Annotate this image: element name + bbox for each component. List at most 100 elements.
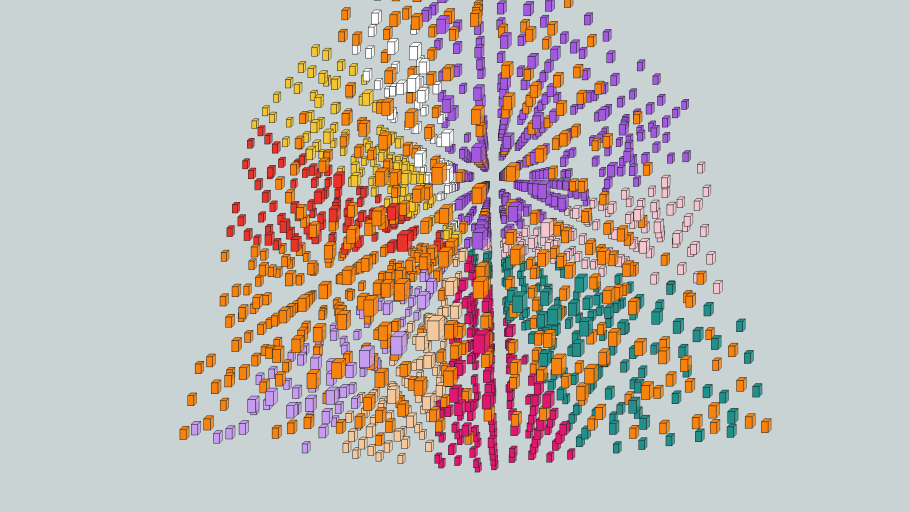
block <box>681 98 690 111</box>
block <box>639 414 651 431</box>
block <box>219 293 230 307</box>
block-front <box>481 301 489 313</box>
block <box>628 88 638 100</box>
block-front <box>247 140 253 149</box>
block <box>284 76 294 89</box>
block <box>350 161 360 175</box>
block-front <box>665 435 673 447</box>
block <box>294 135 305 150</box>
block <box>660 174 671 189</box>
block-front <box>509 377 517 390</box>
block-front <box>539 72 546 83</box>
block <box>682 149 692 163</box>
block-front <box>573 190 580 200</box>
block <box>264 132 273 145</box>
block <box>569 372 580 386</box>
block-front <box>650 274 657 285</box>
block <box>591 155 600 167</box>
block-front <box>226 227 233 237</box>
block <box>602 28 612 42</box>
block-front <box>328 234 335 244</box>
block <box>435 229 443 240</box>
block <box>358 436 368 450</box>
block <box>752 382 763 398</box>
block <box>271 424 282 440</box>
block-front <box>503 243 510 253</box>
block <box>345 410 355 423</box>
block-front <box>384 88 390 98</box>
block-front <box>661 117 668 128</box>
block <box>423 123 436 140</box>
block-front <box>345 85 353 98</box>
block-front <box>243 286 250 296</box>
block <box>277 156 287 169</box>
block-front <box>650 202 657 213</box>
block <box>549 45 561 61</box>
block-front <box>335 422 344 434</box>
block <box>382 300 394 316</box>
block-front <box>470 376 477 385</box>
block <box>696 161 706 174</box>
block <box>672 230 683 245</box>
block-front <box>383 442 390 453</box>
block <box>487 434 498 449</box>
block <box>237 214 247 227</box>
block <box>272 91 282 103</box>
block <box>474 44 485 59</box>
block <box>231 336 243 353</box>
block-front <box>408 297 414 307</box>
block-front <box>290 180 296 189</box>
block <box>628 424 640 440</box>
block-front <box>225 316 233 328</box>
block-front <box>432 367 438 376</box>
block <box>607 251 619 267</box>
block-front <box>397 455 404 464</box>
block <box>507 339 519 355</box>
block <box>665 371 677 387</box>
block <box>307 65 317 79</box>
block <box>374 77 384 91</box>
block <box>370 9 382 25</box>
block-front <box>526 259 533 270</box>
block-front <box>466 355 473 365</box>
block-front <box>690 244 697 255</box>
block-front <box>264 135 271 145</box>
block <box>348 381 357 395</box>
block <box>254 177 264 191</box>
block-front <box>699 226 707 237</box>
block <box>533 380 545 396</box>
block-front <box>448 445 455 455</box>
block-front <box>662 134 668 143</box>
block-front <box>426 74 434 86</box>
block <box>330 75 342 91</box>
block <box>452 63 463 78</box>
block <box>581 257 591 270</box>
block <box>324 176 333 188</box>
block <box>461 295 472 309</box>
block <box>295 272 305 286</box>
block-front <box>607 165 615 178</box>
block <box>633 205 645 222</box>
block-front <box>522 206 530 217</box>
block-front <box>242 160 248 170</box>
block-front <box>648 187 654 197</box>
block-front <box>401 438 408 449</box>
block <box>296 351 307 366</box>
block-front <box>252 297 260 309</box>
block-front <box>639 418 647 430</box>
block-front <box>254 180 261 191</box>
block <box>452 40 463 55</box>
block-front <box>696 273 704 285</box>
block-front <box>203 418 211 431</box>
block-front <box>634 381 642 394</box>
block-front <box>298 155 305 166</box>
block-front <box>370 187 377 197</box>
block <box>428 23 439 38</box>
block-front <box>591 140 599 152</box>
block <box>434 452 443 464</box>
block-front <box>472 362 478 371</box>
block-front <box>546 86 554 97</box>
block <box>608 420 620 436</box>
block-front <box>309 92 316 101</box>
block <box>650 271 660 285</box>
